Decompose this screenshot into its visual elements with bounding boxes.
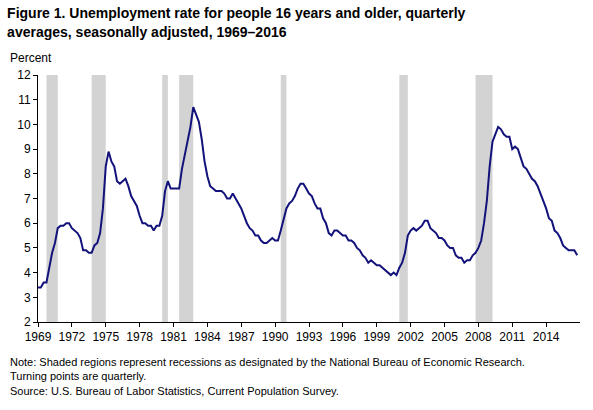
svg-text:1999: 1999 [363,330,390,344]
svg-text:6: 6 [24,216,31,230]
svg-text:1993: 1993 [296,330,323,344]
svg-text:1975: 1975 [92,330,119,344]
svg-text:1981: 1981 [160,330,187,344]
svg-text:Note: Shaded regions represent: Note: Shaded regions represent recession… [10,356,525,397]
svg-text:2011: 2011 [499,330,525,344]
svg-text:Figure 1. Unemployment rate fo: Figure 1. Unemployment rate for people 1… [7,5,465,39]
svg-text:2008: 2008 [465,330,492,344]
svg-text:1996: 1996 [330,330,357,344]
svg-text:1984: 1984 [194,330,221,344]
svg-text:2014: 2014 [533,330,560,344]
svg-text:1978: 1978 [126,330,153,344]
svg-text:Percent: Percent [10,51,52,65]
svg-text:2002: 2002 [397,330,424,344]
svg-text:12: 12 [17,68,31,82]
svg-text:1987: 1987 [228,330,255,344]
svg-text:10: 10 [17,118,31,132]
svg-text:8: 8 [24,167,31,181]
svg-text:5: 5 [24,241,31,255]
svg-text:11: 11 [18,93,31,107]
svg-text:1990: 1990 [262,330,289,344]
svg-text:7: 7 [24,192,31,206]
svg-text:1969: 1969 [25,330,52,344]
svg-text:2005: 2005 [431,330,458,344]
svg-text:1972: 1972 [59,330,86,344]
svg-text:2: 2 [24,315,31,329]
svg-text:4: 4 [24,266,31,280]
svg-text:3: 3 [24,291,31,305]
svg-text:9: 9 [24,142,31,156]
